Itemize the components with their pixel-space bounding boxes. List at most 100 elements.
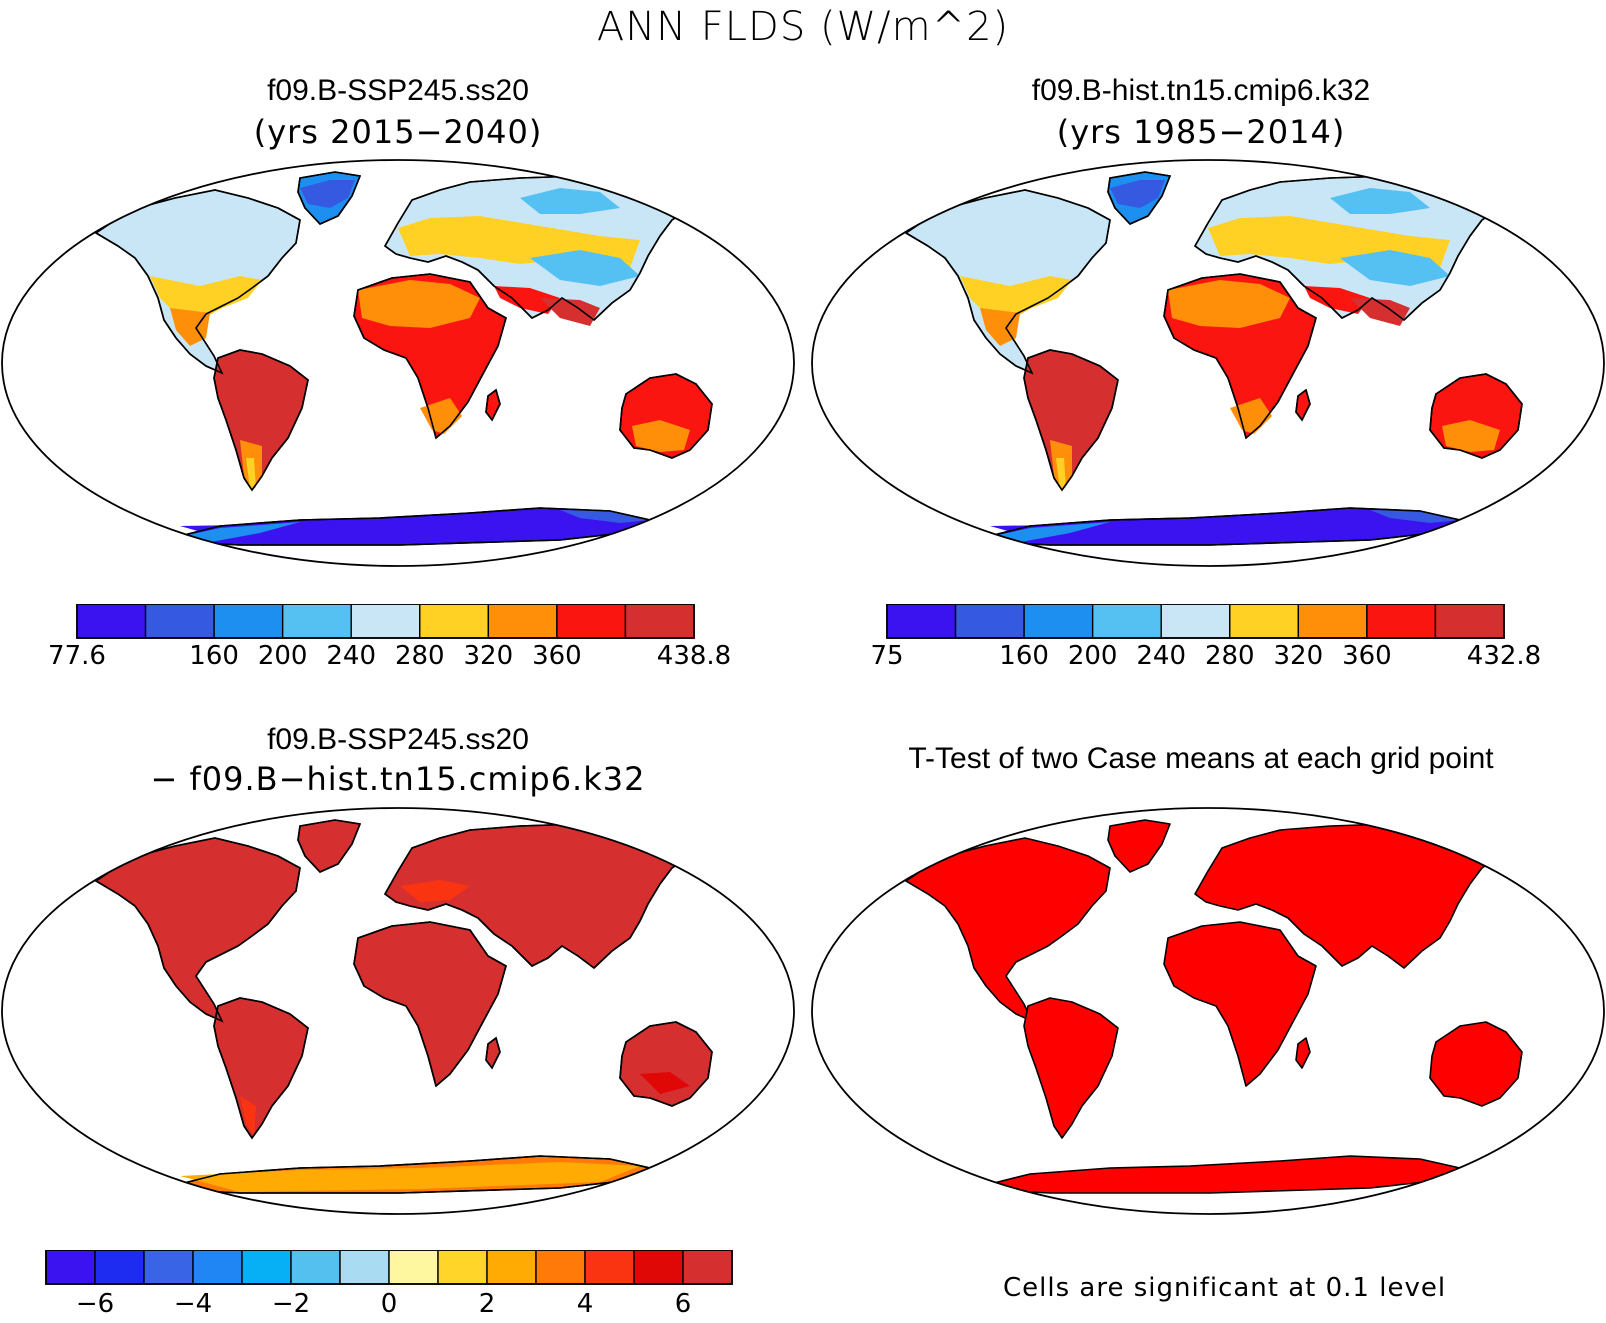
colorbar-swatch [1434, 604, 1505, 639]
colorbar-tick-label: 240 [326, 641, 376, 671]
colorbar-swatch [281, 604, 352, 639]
colorbar-swatch [954, 604, 1025, 639]
field-region [990, 520, 1458, 543]
panel-case-subtitle: (yrs 2015−2040) [253, 113, 543, 151]
colorbar-swatch [213, 604, 284, 639]
colorbar-swatch [76, 604, 147, 639]
colorbar-tick-label: 240 [1136, 641, 1186, 671]
colorbar-swatch [682, 1250, 733, 1285]
colorbar-swatch [486, 1250, 537, 1285]
colorbar-swatch [1091, 604, 1162, 639]
figure-title: ANN FLDS (W/m^2) [596, 4, 1010, 50]
colorbar-swatch [487, 604, 558, 639]
colorbar-case: 77.6 160 200 240 280 320 360 438.8 [48, 604, 731, 671]
colorbar-swatch [886, 604, 957, 639]
panel-diff-subtitle: − f09.B−hist.tn15.cmip6.k32 [150, 760, 646, 798]
colorbar-swatch [419, 604, 490, 639]
field-region [1340, 250, 1450, 286]
colorbar-swatch [350, 604, 421, 639]
colorbar-tick-label: 438.8 [657, 641, 731, 671]
colorbar-tick-label: 77.6 [48, 641, 106, 671]
field-region [246, 458, 256, 490]
colorbar-swatch [1023, 604, 1094, 639]
field-region [1370, 510, 1460, 523]
field-region [1442, 420, 1500, 452]
field-region [400, 880, 470, 902]
panel-control-subtitle: (yrs 1985−2014) [1056, 113, 1346, 151]
land-eurasia [1194, 823, 1501, 969]
colorbar-tick-label: −6 [76, 1289, 114, 1319]
colorbar-swatch [45, 1250, 96, 1285]
field-region [1110, 180, 1165, 208]
field-region [1056, 458, 1066, 490]
land-australia [1429, 1021, 1523, 1107]
colorbar-swatch [584, 1250, 635, 1285]
field-region [1304, 286, 1370, 314]
colorbar-tick-label: 200 [258, 641, 308, 671]
field-region [530, 250, 640, 286]
land-madagascar [1295, 1037, 1311, 1069]
field-region [560, 510, 650, 523]
colorbar-tick-label: 432.8 [1467, 641, 1541, 671]
map-frame [1, 807, 795, 1215]
field-region [520, 188, 620, 214]
colorbar-swatch [1229, 604, 1300, 639]
colorbar-swatch [633, 1250, 684, 1285]
field-region [960, 276, 1072, 318]
land-greenland [1107, 819, 1171, 873]
panel-ttest-title: T-Test of two Case means at each grid po… [908, 742, 1494, 775]
colorbar-swatch [144, 604, 215, 639]
map-panel-ttest [811, 807, 1605, 1215]
map-panel-control [811, 159, 1605, 567]
colorbar-tick-label: 2 [479, 1289, 496, 1319]
field-region [640, 1072, 690, 1094]
colorbar-swatch [1297, 604, 1368, 639]
colorbar-swatch [94, 1250, 145, 1285]
field-region [300, 180, 355, 208]
panel-diff-title: f09.B-SSP245.ss20 [267, 723, 529, 756]
field-region [170, 308, 210, 346]
field-region [980, 308, 1020, 346]
colorbar-tick-label: 320 [1274, 641, 1324, 671]
colorbar-swatch [1366, 604, 1437, 639]
colorbar-tick-label: 360 [1342, 641, 1392, 671]
colorbar-swatch [437, 1250, 488, 1285]
colorbar-tick-label: −4 [174, 1289, 212, 1319]
colorbar-swatch [388, 1250, 439, 1285]
colorbar-swatch [339, 1250, 390, 1285]
field-region [180, 520, 648, 543]
land-africa [1163, 921, 1317, 1087]
colorbar-swatch [290, 1250, 341, 1285]
colorbar-tick-label: 280 [395, 641, 445, 671]
field-region [632, 420, 690, 452]
colorbar-tick-label: 280 [1205, 641, 1255, 671]
colorbar-tick-label: 6 [675, 1289, 692, 1319]
colorbar-swatch [535, 1250, 586, 1285]
colorbar-tick-label: 4 [577, 1289, 594, 1319]
map-panel-difference [1, 807, 795, 1215]
colorbar-swatch [143, 1250, 194, 1285]
colorbar-tick-label: 200 [1068, 641, 1118, 671]
colorbar-tick-label: 160 [999, 641, 1049, 671]
colorbar-tick-label: 160 [189, 641, 239, 671]
field-region [180, 1162, 640, 1192]
land-antarctica [969, 1155, 1461, 1194]
colorbar-tick-label: 360 [532, 641, 582, 671]
colorbar-swatch [624, 604, 695, 639]
panel-control-title: f09.B-hist.tn15.cmip6.k32 [1031, 74, 1371, 107]
colorbar-tick-label: 320 [464, 641, 514, 671]
land-northAmerica [905, 837, 1111, 1022]
field-region [494, 286, 560, 314]
map-frame [811, 807, 1605, 1215]
map-frame [1, 159, 795, 567]
field-region [1168, 280, 1290, 328]
significance-note: Cells are significant at 0.1 level [1003, 1273, 1447, 1303]
field-region [358, 280, 480, 328]
map-panel-case [1, 159, 795, 567]
field-region [150, 276, 262, 318]
colorbar-tick-label: 0 [381, 1289, 398, 1319]
colorbar-swatch [1160, 604, 1231, 639]
colorbar-difference: −6 −4 −2 0 2 4 6 [45, 1250, 733, 1319]
colorbar-control: 75 160 200 240 280 320 360 432.8 [870, 604, 1541, 671]
field-region [1330, 188, 1430, 214]
